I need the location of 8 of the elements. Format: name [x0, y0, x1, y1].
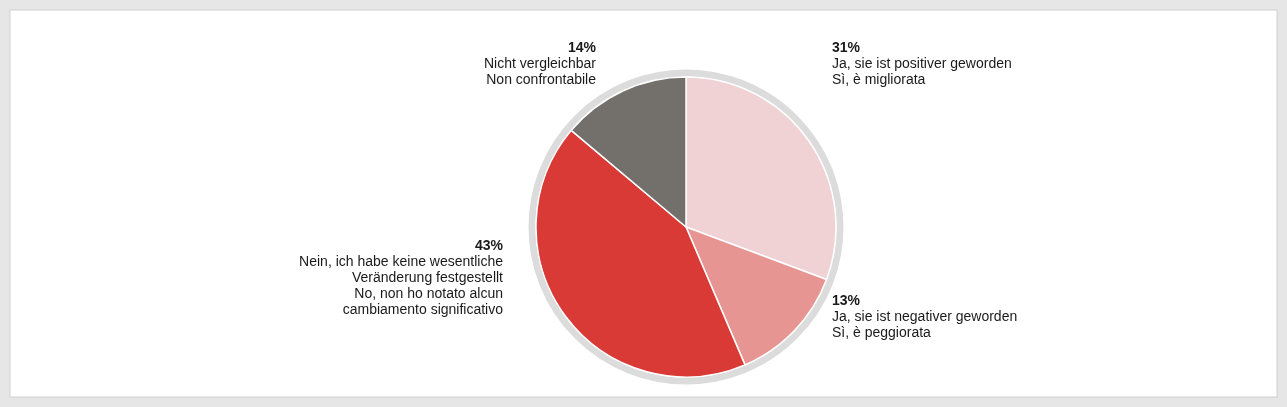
slice-label: Nein, ich habe keine wesentliche Veränderung festgestellt No, non ho notato alcun cambiamento significativo — [299, 253, 504, 317]
data-label: 31% — [832, 39, 861, 55]
data-label: 13% — [832, 292, 861, 308]
data-label: 14% — [567, 39, 597, 55]
slice-label: Ja, sie ist positiver geworden Sì, è migliorata — [832, 55, 1012, 87]
data-label: 43% — [474, 237, 504, 253]
slice-label: Ja, sie ist negativer geworden Sì, è peggiorata — [832, 308, 1018, 340]
slice-label: Nicht vergleichbar Non confrontabile — [483, 55, 597, 87]
